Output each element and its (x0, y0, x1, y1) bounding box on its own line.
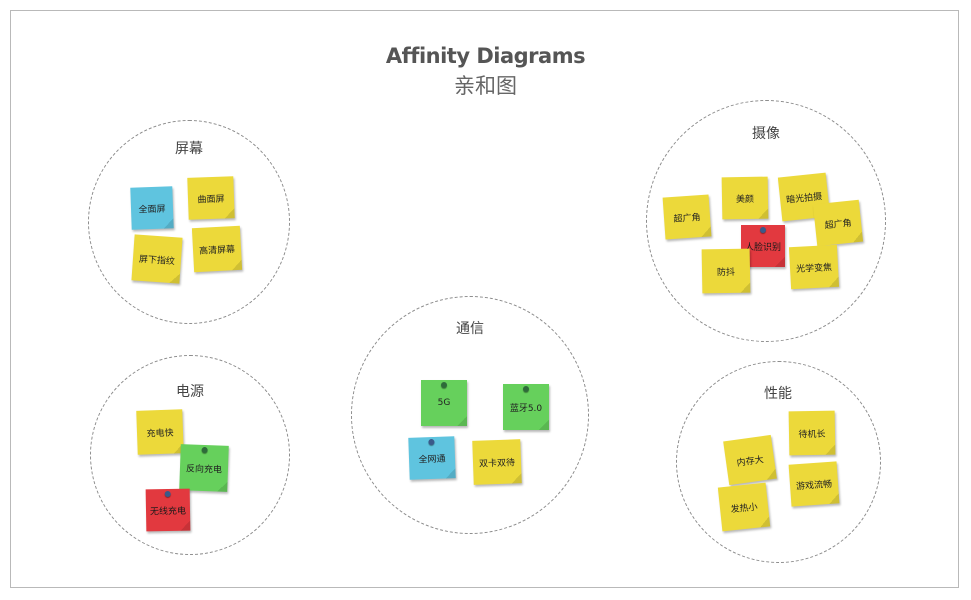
sticky-note-text: 全网通 (418, 454, 446, 465)
cluster-performance (676, 361, 881, 563)
sticky-note[interactable]: 屏下指纹 (131, 234, 183, 284)
sticky-note[interactable]: 5G (421, 380, 467, 426)
cluster-camera (646, 100, 886, 342)
cluster-comm (351, 296, 589, 534)
diagram-title: Affinity Diagrams (385, 44, 586, 68)
pin-icon (523, 386, 529, 392)
sticky-note[interactable]: 超广角 (662, 194, 712, 240)
pin-icon (441, 382, 447, 388)
cluster-label-camera: 摄像 (752, 126, 780, 142)
cluster-screen (88, 120, 290, 324)
diagram-frame (10, 10, 959, 588)
sticky-note[interactable]: 超广角 (812, 199, 864, 247)
sticky-note[interactable]: 全面屏 (130, 186, 174, 230)
sticky-note[interactable]: 待机长 (788, 410, 836, 456)
pin-icon (428, 438, 435, 446)
sticky-note-text: 反向充电 (185, 463, 223, 476)
sticky-note[interactable]: 人脸识别 (741, 225, 785, 267)
pin-icon (164, 490, 171, 498)
sticky-note[interactable]: 蓝牙5.0 (503, 384, 549, 430)
sticky-note[interactable]: 游戏流畅 (788, 461, 840, 507)
cluster-label-power: 电源 (176, 384, 204, 400)
cluster-label-comm: 通信 (456, 321, 484, 337)
sticky-note[interactable]: 内存大 (723, 434, 777, 486)
cluster-power (90, 355, 290, 555)
pin-icon (760, 227, 766, 233)
cluster-label-screen: 屏幕 (175, 141, 203, 157)
sticky-note[interactable]: 反向充电 (179, 444, 229, 492)
sticky-note[interactable]: 光学变焦 (788, 244, 840, 290)
sticky-note-text: 无线充电 (149, 506, 187, 517)
diagram-subtitle: 亲和图 (454, 74, 517, 98)
sticky-note[interactable]: 美颜 (721, 176, 769, 220)
sticky-note[interactable]: 发热小 (717, 482, 771, 532)
sticky-note-text: 蓝牙5.0 (509, 403, 543, 414)
sticky-note[interactable]: 防抖 (701, 248, 751, 294)
sticky-note[interactable]: 双卡双待 (472, 439, 522, 485)
sticky-note[interactable]: 无线充电 (145, 488, 191, 532)
sticky-note[interactable]: 全网通 (408, 436, 456, 480)
sticky-note[interactable]: 充电快 (136, 409, 184, 455)
sticky-note-text: 人脸识别 (744, 242, 781, 253)
sticky-note-text: 5G (437, 398, 451, 408)
sticky-note[interactable]: 高清屏幕 (191, 225, 243, 273)
sticky-note[interactable]: 曲面屏 (187, 176, 235, 220)
cluster-label-performance: 性能 (764, 386, 792, 402)
pin-icon (201, 446, 208, 454)
